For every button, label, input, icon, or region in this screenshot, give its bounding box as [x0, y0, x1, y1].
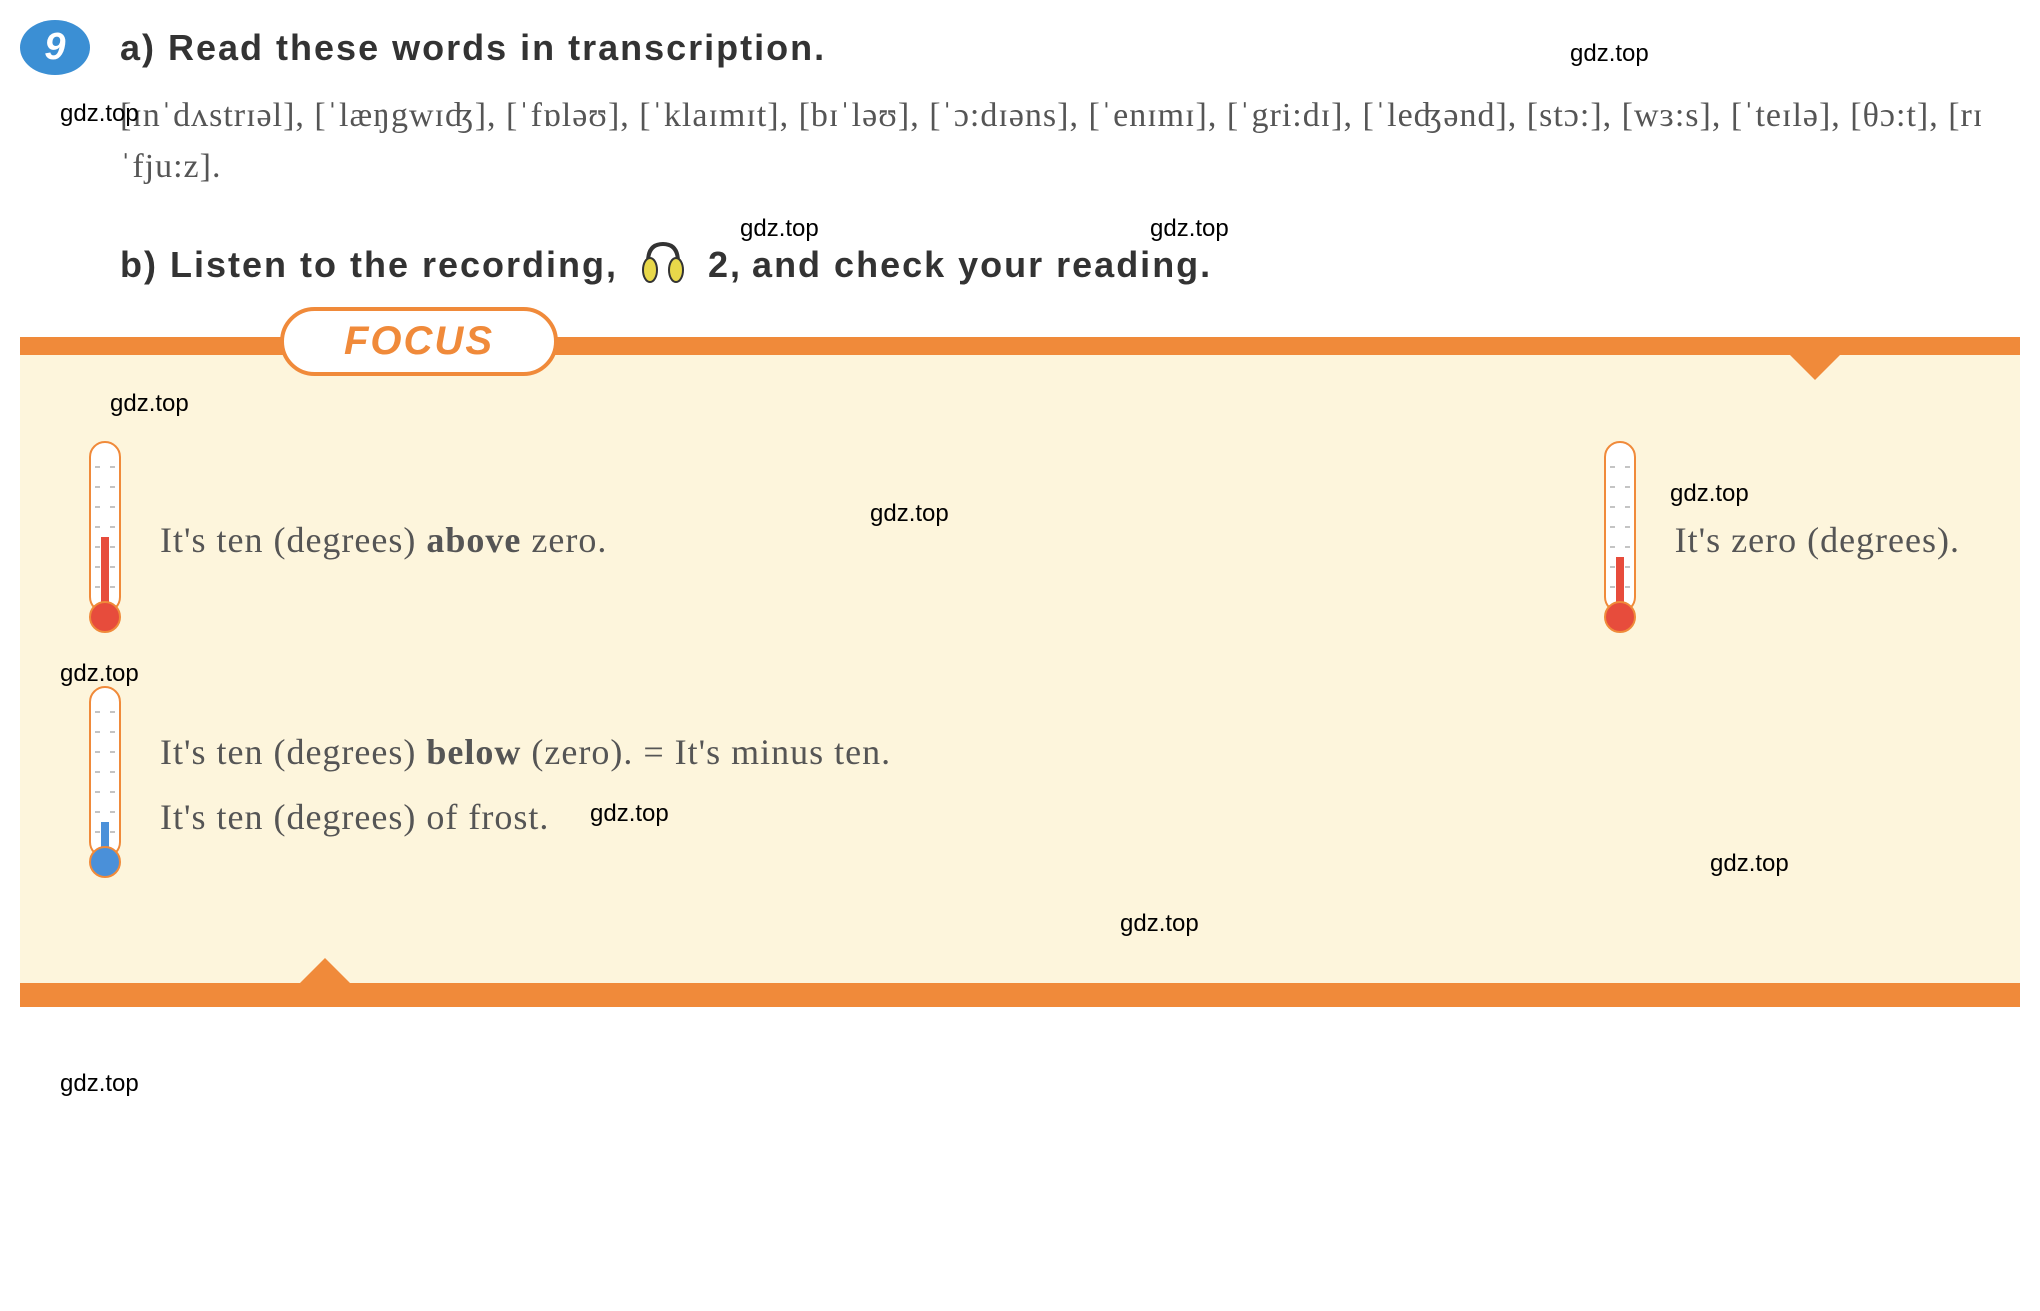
watermark-text: gdz.top	[1120, 910, 1199, 938]
watermark-text: gdz.top	[1710, 850, 1789, 878]
thermometer-below-icon	[80, 682, 130, 887]
task-number-text: 9	[44, 26, 65, 69]
subtask-b-audio: 2,	[708, 244, 742, 286]
thermo-row-1: It's ten (degrees) above zero.	[80, 437, 1960, 642]
below-part2: (zero). = It's minus ten.	[521, 732, 891, 772]
above-part1: It's ten (degrees)	[160, 520, 426, 560]
thermo-row-2: It's ten (degrees) below (zero). = It's …	[80, 682, 1960, 887]
below-line2: It's ten (degrees) of frost.	[160, 785, 891, 850]
watermark-text: gdz.top	[60, 660, 139, 688]
task-number-badge: 9	[20, 20, 90, 75]
thermo-text-zero: It's zero (degrees).	[1675, 519, 1960, 561]
below-line1: It's ten (degrees) below (zero). = It's …	[160, 720, 891, 785]
thermometer-above-icon	[80, 437, 130, 642]
thermo-group-zero: It's zero (degrees).	[1595, 437, 1960, 642]
thermo-text-below-block: It's ten (degrees) below (zero). = It's …	[160, 720, 891, 850]
subtask-b-row: b) Listen to the recording, 2, and check…	[120, 232, 2020, 297]
headphone-icon	[633, 232, 693, 297]
task-title-a: a) Read these words in transcription.	[120, 27, 826, 69]
page-container: 9 a) Read these words in transcription. …	[20, 20, 2020, 1007]
task-header: 9 a) Read these words in transcription.	[20, 20, 2020, 75]
watermark-text: gdz.top	[870, 500, 949, 528]
below-part1: It's ten (degrees)	[160, 732, 426, 772]
subtask-b-part1: b) Listen to the recording,	[120, 244, 618, 286]
above-part2: zero.	[521, 520, 607, 560]
focus-box: FOCUS	[20, 337, 2020, 1007]
below-bold: below	[426, 732, 521, 772]
subtask-b-part2: and check your reading.	[752, 244, 1212, 286]
focus-bottom-bar	[20, 983, 2020, 1007]
focus-triangle-top	[1790, 355, 1840, 380]
watermark-text: gdz.top	[1150, 215, 1229, 243]
focus-label: FOCUS	[280, 307, 558, 376]
watermark-text: gdz.top	[590, 800, 669, 828]
focus-triangle-bottom	[300, 958, 350, 983]
above-bold: above	[426, 520, 521, 560]
watermark-text: gdz.top	[1670, 480, 1749, 508]
watermark-text: gdz.top	[60, 1070, 139, 1098]
transcription-words: [ɪnˈdʌstrɪəl], [ˈlæŋgwɪʤ], [ˈfɒləʊ], [ˈk…	[120, 90, 2020, 192]
watermark-text: gdz.top	[1570, 40, 1649, 68]
watermark-text: gdz.top	[110, 390, 189, 418]
thermo-group-above: It's ten (degrees) above zero.	[80, 437, 607, 642]
thermo-group-below: It's ten (degrees) below (zero). = It's …	[80, 682, 891, 887]
thermometer-zero-icon	[1595, 437, 1645, 642]
thermo-text-above: It's ten (degrees) above zero.	[160, 519, 607, 561]
watermark-text: gdz.top	[60, 100, 139, 128]
watermark-text: gdz.top	[740, 215, 819, 243]
